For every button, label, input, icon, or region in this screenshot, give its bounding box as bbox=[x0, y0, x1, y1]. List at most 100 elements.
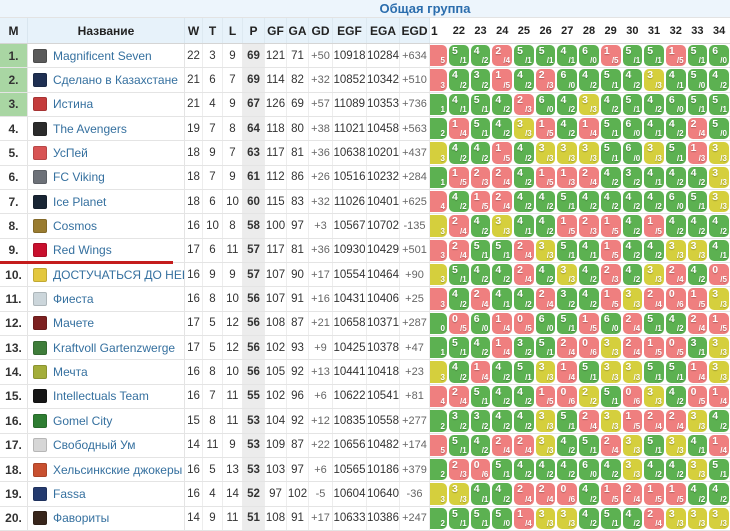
matchup-result-week29[interactable]: 6/0 bbox=[600, 312, 621, 335]
matchup-result-week22[interactable]: 4/1 bbox=[449, 93, 469, 116]
matchup-result-week32[interactable]: 3/3 bbox=[665, 239, 686, 262]
matchup-result-week29[interactable]: 2/4 bbox=[600, 434, 621, 456]
matchup-result-week31[interactable]: 5/1 bbox=[644, 45, 664, 67]
matchup-result-week26[interactable]: 2/4 bbox=[535, 483, 556, 505]
matchup-result-week32[interactable]: 4/2 bbox=[665, 458, 686, 481]
matchup-result-week29[interactable]: 5/1 bbox=[600, 118, 621, 140]
matchup-result-week24[interactable]: 2/4 bbox=[492, 45, 513, 67]
matchup-result-week27[interactable]: 1/5 bbox=[557, 215, 578, 237]
matchup-result-week29[interactable]: 4/2 bbox=[600, 191, 621, 213]
team-name-link[interactable]: УсПей bbox=[53, 146, 88, 161]
header-week-26[interactable]: 26 bbox=[539, 24, 552, 37]
team-name-link[interactable]: Fassa bbox=[53, 486, 86, 501]
matchup-result-week29[interactable]: 5/1 bbox=[600, 69, 621, 91]
matchup-result-week28[interactable]: 4/2 bbox=[579, 483, 599, 505]
matchup-result-week32[interactable]: 4/1 bbox=[665, 69, 686, 91]
matchup-result-week33[interactable]: 4/1 bbox=[687, 434, 708, 456]
matchup-result-week25[interactable]: 2/4 bbox=[514, 483, 534, 505]
matchup-result-week29[interactable]: 4/2 bbox=[600, 166, 621, 189]
matchup-result-week33[interactable]: 3/3 bbox=[687, 507, 708, 529]
matchup-result-week26[interactable]: 6/0 bbox=[535, 93, 556, 116]
matchup-result-week26[interactable]: 6/0 bbox=[535, 312, 556, 335]
matchup-result-week25[interactable]: 3/3 bbox=[514, 118, 534, 140]
matchup-result-week30[interactable]: 4/2 bbox=[622, 264, 643, 286]
matchup-result-week23[interactable]: 5/1 bbox=[470, 239, 491, 262]
matchup-result-week34[interactable]: 5/1 bbox=[709, 93, 729, 116]
header-stat-gd[interactable]: GD bbox=[309, 18, 333, 43]
team-name-link[interactable]: Свободный Ум bbox=[53, 438, 136, 453]
matchup-result-week26[interactable]: 3/3 bbox=[535, 410, 556, 432]
matchup-result-week30[interactable]: 3/3 bbox=[622, 361, 643, 383]
header-week-24[interactable]: 24 bbox=[496, 24, 509, 37]
team-name-link[interactable]: Хельсинкские джокеры bbox=[53, 462, 183, 477]
matchup-result-week34[interactable]: 1/4 bbox=[709, 434, 729, 456]
matchup-result-week23[interactable]: 1/4 bbox=[470, 361, 491, 383]
matchup-result-week28[interactable]: 1/4 bbox=[579, 118, 599, 140]
matchup-result-week28[interactable]: 4/2 bbox=[579, 288, 599, 310]
matchup-result-week25[interactable]: 4/2 bbox=[514, 385, 534, 408]
matchup-result-week22[interactable]: 1/4 bbox=[449, 118, 469, 140]
matchup-result-week21[interactable]: 2 bbox=[430, 410, 447, 432]
matchup-result-week27[interactable]: 1/3 bbox=[557, 166, 578, 189]
header-week-33[interactable]: 33 bbox=[691, 24, 704, 37]
matchup-result-week31[interactable]: 5/1 bbox=[644, 361, 664, 383]
matchup-result-week34[interactable]: 3/3 bbox=[709, 337, 729, 359]
matchup-result-week29[interactable]: 3/3 bbox=[600, 361, 621, 383]
matchup-result-week34[interactable]: 4/1 bbox=[709, 239, 729, 262]
matchup-result-week31[interactable]: 4/1 bbox=[644, 118, 664, 140]
matchup-result-week26[interactable]: 4/2 bbox=[535, 191, 556, 213]
matchup-result-week26[interactable]: 5/1 bbox=[535, 45, 556, 67]
header-stat-egf[interactable]: EGF bbox=[333, 18, 367, 43]
header-week-28[interactable]: 28 bbox=[582, 24, 596, 37]
matchup-result-week22[interactable]: 0/5 bbox=[449, 312, 469, 335]
matchup-result-week33[interactable]: 2/4 bbox=[687, 118, 708, 140]
matchup-result-week22[interactable]: 3/3 bbox=[449, 483, 469, 505]
matchup-result-week25[interactable]: 4/2 bbox=[514, 458, 534, 481]
matchup-result-week34[interactable]: 3/3 bbox=[709, 142, 729, 164]
matchup-result-week32[interactable]: 4/2 bbox=[665, 215, 686, 237]
matchup-result-week21[interactable]: 1 bbox=[430, 93, 447, 116]
matchup-result-week33[interactable]: 1/3 bbox=[687, 142, 708, 164]
matchup-result-week21[interactable]: 3 bbox=[430, 69, 447, 91]
matchup-result-week31[interactable]: 4/2 bbox=[644, 93, 664, 116]
matchup-result-week26[interactable]: 1/5 bbox=[535, 118, 556, 140]
matchup-result-week32[interactable]: 2/4 bbox=[665, 264, 686, 286]
matchup-result-week32[interactable]: 0/5 bbox=[665, 337, 686, 359]
matchup-result-week34[interactable]: 6/0 bbox=[709, 45, 729, 67]
team-name-link[interactable]: Фавориты bbox=[53, 511, 110, 526]
matchup-result-week32[interactable]: 1/5 bbox=[665, 45, 686, 67]
matchup-result-week34[interactable]: 4/2 bbox=[709, 483, 729, 505]
matchup-result-week30[interactable]: 1/5 bbox=[622, 410, 643, 432]
matchup-result-week28[interactable]: 2/3 bbox=[579, 215, 599, 237]
matchup-result-week22[interactable]: 4/2 bbox=[449, 69, 469, 91]
matchup-result-week24[interactable]: 4/2 bbox=[492, 483, 513, 505]
matchup-result-week22[interactable]: 5/1 bbox=[449, 337, 469, 359]
matchup-result-week33[interactable]: 2/4 bbox=[687, 312, 708, 335]
team-name-link[interactable]: Сделано в Казахстане bbox=[53, 73, 178, 88]
matchup-result-week30[interactable]: 4/2 bbox=[622, 191, 643, 213]
header-week-21-partial[interactable]: 1 bbox=[430, 18, 448, 43]
matchup-result-week26[interactable]: 4/2 bbox=[535, 458, 556, 481]
matchup-result-week33[interactable]: 0/5 bbox=[687, 385, 708, 408]
matchup-result-week25[interactable]: 2/3 bbox=[514, 93, 534, 116]
matchup-result-week26[interactable]: 1/5 bbox=[535, 385, 556, 408]
matchup-result-week24[interactable]: 2/4 bbox=[492, 166, 513, 189]
matchup-result-week25[interactable]: 1/4 bbox=[514, 507, 534, 529]
matchup-result-week27[interactable]: 3/3 bbox=[557, 264, 578, 286]
matchup-result-week23[interactable]: 4/2 bbox=[470, 434, 491, 456]
matchup-result-week27[interactable]: 0/6 bbox=[557, 385, 578, 408]
matchup-result-week30[interactable]: 2/4 bbox=[622, 337, 643, 359]
header-stat-egd[interactable]: EGD bbox=[400, 18, 430, 43]
matchup-result-week31[interactable]: 1/5 bbox=[644, 483, 664, 505]
matchup-result-week27[interactable]: 4/1 bbox=[557, 45, 578, 67]
matchup-result-week23[interactable]: 5/1 bbox=[470, 93, 491, 116]
matchup-result-week24[interactable]: 3/3 bbox=[492, 215, 513, 237]
matchup-result-week29[interactable]: 5/1 bbox=[600, 142, 621, 164]
matchup-result-week28[interactable]: 2/4 bbox=[579, 166, 599, 189]
matchup-result-week21[interactable]: 3 bbox=[430, 142, 447, 164]
matchup-result-week24[interactable]: 2/4 bbox=[492, 434, 513, 456]
header-position[interactable]: M bbox=[0, 18, 28, 43]
header-week-32[interactable]: 32 bbox=[669, 24, 682, 37]
matchup-result-week22[interactable]: 2/4 bbox=[449, 239, 469, 262]
matchup-result-week31[interactable]: 5/1 bbox=[644, 434, 664, 456]
